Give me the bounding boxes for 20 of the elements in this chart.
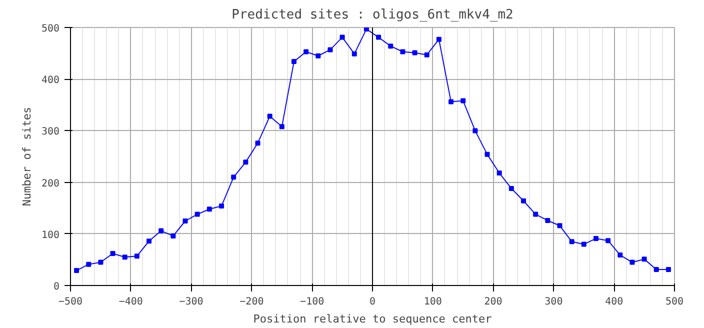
x-tick-label: −400 xyxy=(118,296,143,308)
y-tick-label: 0 xyxy=(53,282,60,292)
y-tick-label: 500 xyxy=(41,24,60,34)
y-tick-label: 200 xyxy=(41,178,60,190)
x-tick-label: −200 xyxy=(240,296,264,308)
x-tick-label: 500 xyxy=(665,296,684,308)
x-tick-label: 400 xyxy=(605,296,624,308)
chart-title: Predicted sites : oligos_6nt_mkv4_m2 xyxy=(232,8,514,22)
x-tick-label: −500 xyxy=(58,296,83,308)
x-tick-label: −100 xyxy=(300,296,324,308)
y-tick-label: 300 xyxy=(41,126,60,138)
y-axis-title: Number of sites xyxy=(20,106,34,206)
x-tick-label: 100 xyxy=(424,296,442,308)
x-tick-label: 300 xyxy=(544,296,563,308)
y-tick-label: 400 xyxy=(41,75,60,86)
x-tick-label: −300 xyxy=(179,296,204,308)
y-tick-label: 100 xyxy=(41,230,60,241)
x-tick-label: 0 xyxy=(369,296,376,308)
x-axis-title: Position relative to sequence center xyxy=(253,312,492,326)
x-tick-label: 200 xyxy=(484,296,502,308)
